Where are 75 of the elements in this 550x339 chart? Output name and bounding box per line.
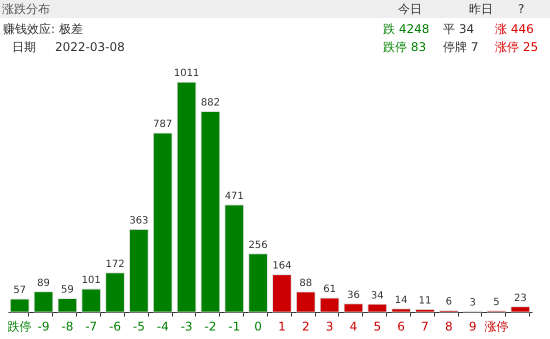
bar (248, 253, 268, 312)
x-tick-label: 4 (350, 320, 358, 334)
x-tick-label: 1 (278, 320, 286, 334)
data-label: 5 (493, 296, 500, 308)
data-label: 23 (514, 292, 527, 304)
bar (320, 298, 340, 312)
x-tick-label: 9 (468, 320, 476, 334)
x-tick-label: 7 (421, 320, 429, 334)
x-tick-label: -5 (132, 320, 145, 334)
data-label: 256 (248, 240, 268, 251)
x-tick-label: 跌停 (8, 320, 32, 334)
data-label: 14 (394, 294, 408, 306)
data-label: 59 (60, 284, 74, 296)
data-label: 787 (153, 119, 172, 130)
text: 2022-03-08 (55, 40, 125, 54)
x-tick-label: 0 (254, 320, 262, 334)
x-tick-label: 3 (326, 320, 334, 334)
data-label: 101 (82, 275, 101, 286)
data-label: 882 (200, 98, 220, 109)
data-label: 57 (13, 285, 26, 296)
chart-title: 涨跌分布 (2, 2, 50, 16)
x-tick-label: -8 (61, 320, 74, 334)
bar (34, 291, 54, 312)
x-tick-label: -1 (228, 320, 240, 334)
bar (58, 298, 78, 312)
bar (344, 303, 364, 312)
text: 跌停 83 (383, 40, 426, 54)
bar (10, 298, 30, 312)
text: 昨日 (469, 2, 493, 16)
bar (82, 288, 101, 312)
bar (510, 306, 530, 312)
data-label: 3 (469, 297, 476, 308)
data-label: 61 (323, 284, 336, 296)
data-label: 11 (418, 296, 432, 306)
bar (153, 132, 172, 312)
bar (272, 274, 292, 312)
bar (391, 308, 411, 312)
text: 赚钱效应: 极差 (3, 22, 83, 36)
text: 今日 (398, 2, 422, 16)
data-label: 363 (129, 216, 148, 226)
bar (200, 111, 220, 312)
data-label: 471 (224, 190, 244, 202)
data-label: 172 (105, 258, 125, 270)
x-tick-label: 8 (444, 320, 453, 334)
bar (224, 204, 244, 312)
x-tick-label: -6 (109, 320, 122, 334)
data-label: 89 (37, 278, 50, 289)
text: 日期 (12, 40, 36, 54)
text: 停牌 7 (443, 40, 478, 54)
bar (296, 292, 316, 312)
data-label: 34 (370, 290, 384, 302)
x-tick-label: 2 (302, 320, 310, 334)
bar (368, 304, 387, 312)
data-label: 36 (347, 290, 360, 301)
x-tick-label: 5 (373, 320, 382, 334)
x-tick-label: 涨停 (484, 320, 508, 334)
x-tick-label: -2 (204, 320, 216, 334)
text: 涨 446 (495, 22, 534, 36)
data-label: 88 (299, 278, 312, 289)
x-tick-label: -9 (38, 320, 50, 334)
bar (176, 82, 196, 312)
data-label: 1011 (174, 68, 200, 80)
text: 涨停 25 (495, 40, 538, 54)
bar (415, 309, 435, 312)
data-label: 6 (446, 296, 452, 308)
bar (129, 229, 149, 312)
x-tick-label: -7 (85, 320, 98, 334)
x-tick-label: -3 (180, 320, 193, 334)
data-label: 164 (272, 260, 292, 272)
bar (105, 272, 125, 312)
text: 平 34 (443, 22, 474, 36)
text: ? (518, 2, 524, 16)
text: 跌 4248 (383, 22, 430, 36)
x-tick-label: 6 (397, 320, 405, 334)
x-tick-label: -4 (156, 320, 169, 334)
